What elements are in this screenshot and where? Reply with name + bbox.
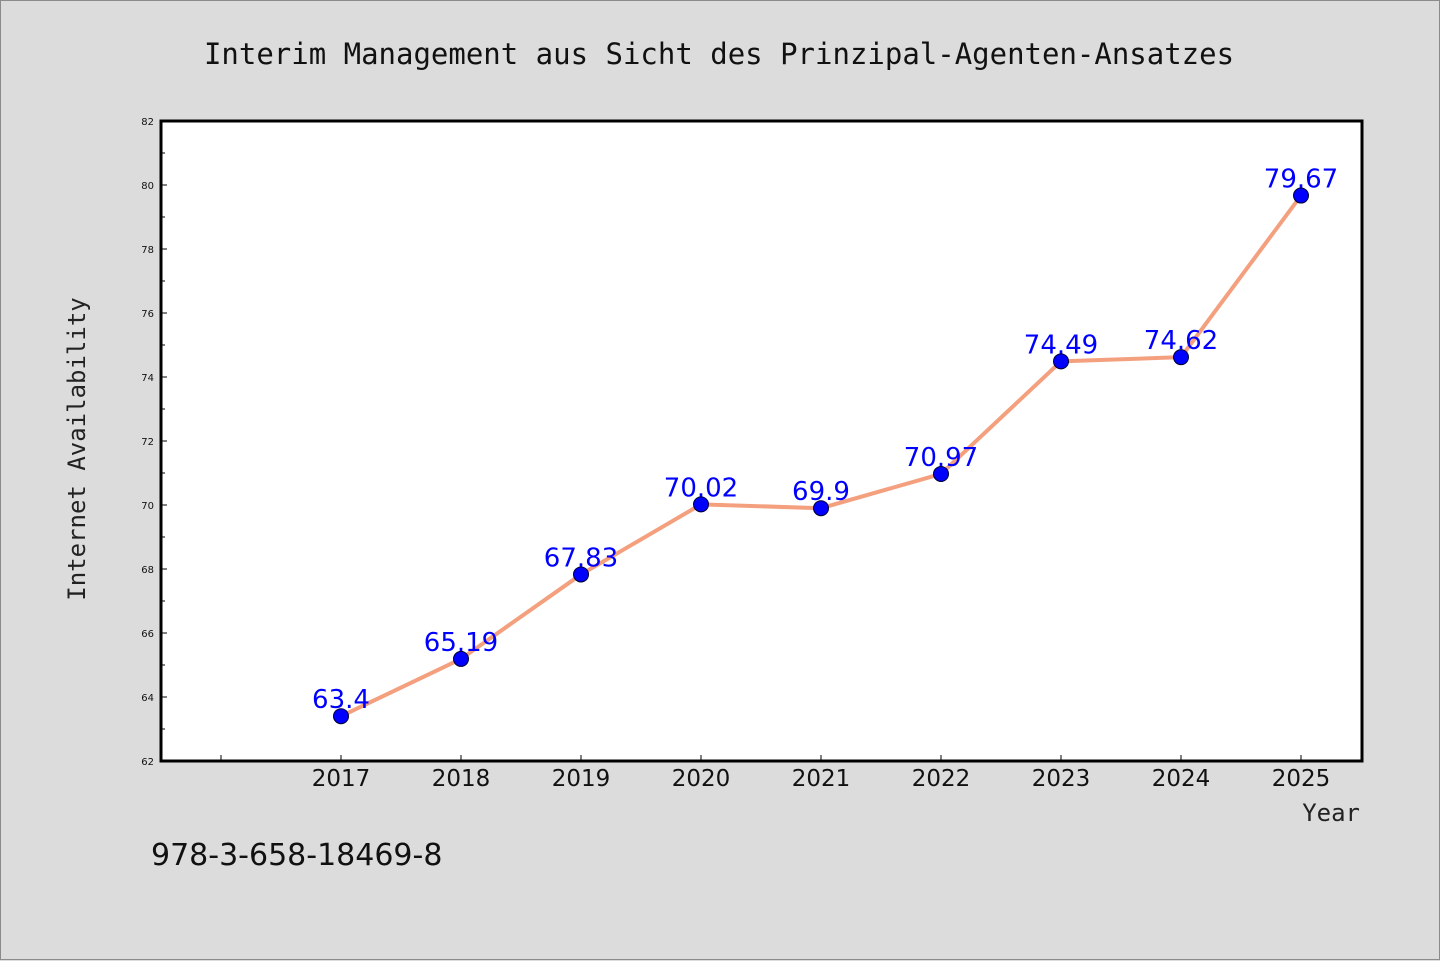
x-tick-label: 2025 <box>1272 766 1331 792</box>
y-tick-label: 76 <box>141 309 154 320</box>
plot-area <box>161 121 1362 761</box>
y-tick-label: 68 <box>141 565 154 576</box>
series-layer: 63.4 65.19 67.83 70.02 69.9 70.97 74.49 74.62 79… <box>312 165 1338 725</box>
data-label: 67.83 <box>544 543 618 573</box>
data-label: 70.97 <box>904 443 978 473</box>
x-tick-label: 2021 <box>792 766 851 792</box>
data-point <box>1173 349 1189 366</box>
y-tick-label: 82 <box>141 117 154 128</box>
data-point <box>933 465 949 482</box>
y-tick-label: 64 <box>141 693 154 704</box>
x-tick-label: 2020 <box>672 766 731 792</box>
x-tick-label: 2018 <box>432 766 491 792</box>
y-tick-label: 72 <box>141 437 154 448</box>
x-axis: 2017 2018 2019 2020 2021 2022 2023 2024 2025 <box>220 755 1331 792</box>
isbn-text: 978-3-658-18469-8 <box>151 838 442 873</box>
y-axis-label: Internet Availability <box>63 297 91 600</box>
data-point <box>1293 187 1309 204</box>
y-tick-label: 66 <box>141 629 154 640</box>
data-label: 74.62 <box>1144 326 1218 356</box>
data-label: 70.02 <box>664 473 738 503</box>
data-label: 79.67 <box>1264 165 1338 195</box>
data-label: 69.9 <box>792 477 850 507</box>
data-label: 63.4 <box>312 685 370 715</box>
data-label: 65.19 <box>424 628 498 658</box>
data-point <box>693 496 709 513</box>
chart-title: Interim Management aus Sicht des Prinzip… <box>204 37 1234 71</box>
data-point <box>813 500 829 517</box>
x-tick-label: 2023 <box>1032 766 1091 792</box>
y-axis: 62 64 66 68 70 72 74 76 78 80 82 <box>141 117 167 768</box>
data-point <box>333 708 349 725</box>
y-tick-label: 80 <box>141 181 154 192</box>
y-tick-label: 62 <box>141 757 154 768</box>
data-label: 74.49 <box>1024 330 1098 360</box>
y-tick-label: 78 <box>141 245 154 256</box>
data-point <box>573 566 589 583</box>
y-tick-label: 74 <box>141 373 154 384</box>
x-tick-label: 2017 <box>312 766 371 792</box>
data-point <box>1053 353 1069 370</box>
x-tick-label: 2022 <box>912 766 971 792</box>
x-axis-label: Year <box>1302 799 1360 827</box>
y-tick-label: 70 <box>141 501 154 512</box>
plot-border <box>159 119 1364 763</box>
data-point <box>453 650 469 667</box>
x-tick-label: 2024 <box>1152 766 1211 792</box>
x-tick-label: 2019 <box>552 766 611 792</box>
